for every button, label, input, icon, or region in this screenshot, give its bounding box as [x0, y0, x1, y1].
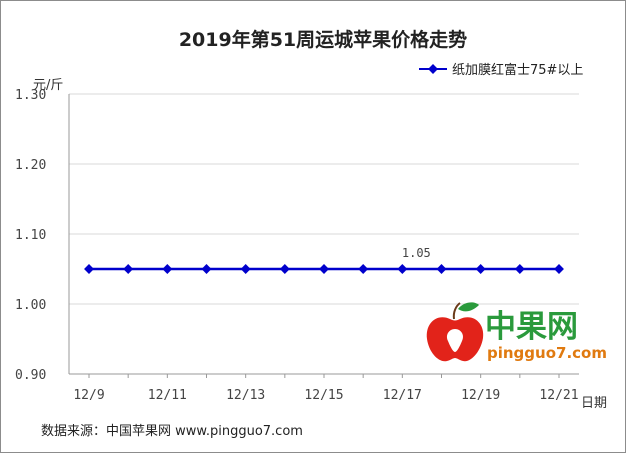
x-tick-label: 12/17	[383, 388, 422, 403]
legend-label: 纸加膜红富士75#以上	[452, 62, 583, 78]
x-tick-label: 12/11	[148, 388, 187, 403]
series-group	[84, 264, 564, 274]
x-tick-labels: 12/9 12/11 12/13 12/15 12/17 12/19 12/21	[73, 388, 578, 403]
chart-title: 2019年第51周运城苹果价格走势	[179, 28, 467, 51]
legend-marker-icon	[428, 64, 438, 74]
y-tick-label: 1.10	[15, 228, 46, 243]
axes	[68, 94, 579, 378]
apple-icon	[426, 302, 484, 362]
data-point	[279, 264, 290, 274]
y-tick-label: 1.20	[15, 158, 46, 173]
x-axis-label: 日期	[581, 396, 607, 411]
legend: 纸加膜红富士75#以上	[419, 62, 583, 78]
data-point	[358, 264, 369, 274]
y-axis-unit: 元/斤	[33, 78, 63, 93]
data-point	[436, 264, 447, 274]
y-tick-label: 1.30	[15, 88, 46, 103]
y-tick-label: 0.90	[15, 368, 46, 383]
data-point	[475, 264, 486, 274]
gridlines	[69, 93, 579, 305]
x-tick-label: 12/13	[226, 388, 265, 403]
logo-watermark: 中果网 pingguo7.com	[426, 302, 607, 362]
logo-name: 中果网	[485, 309, 578, 345]
data-point	[123, 264, 134, 274]
logo-url: pingguo7.com	[487, 344, 607, 362]
x-tick-label: 12/21	[539, 388, 578, 403]
data-point	[554, 264, 564, 274]
y-tick-label: 1.00	[15, 298, 46, 313]
data-labels: 1.05	[402, 246, 431, 260]
x-tick-label: 12/19	[461, 388, 500, 403]
y-tick-labels: 0.90 1.00 1.10 1.20 1.30	[15, 88, 46, 383]
data-point	[162, 264, 173, 274]
data-point	[319, 264, 329, 274]
data-point	[201, 264, 212, 274]
data-point	[84, 264, 94, 274]
data-point	[514, 264, 525, 274]
data-point	[397, 264, 408, 274]
x-tick-label: 12/9	[73, 388, 104, 403]
x-tick-label: 12/15	[304, 388, 343, 403]
data-label: 1.05	[402, 246, 431, 260]
data-source: 数据来源：中国苹果网 www.pingguo7.com	[41, 424, 303, 439]
data-point	[240, 264, 251, 274]
